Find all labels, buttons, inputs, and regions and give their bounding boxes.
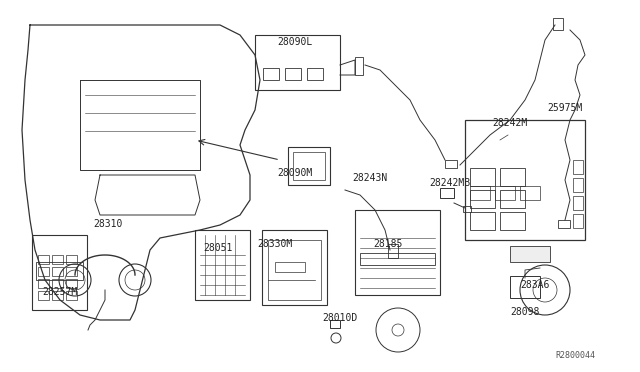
Text: 28330M: 28330M — [257, 239, 292, 249]
Bar — [38, 279, 49, 288]
Text: 28242M: 28242M — [492, 118, 527, 128]
Bar — [470, 190, 495, 208]
Bar — [52, 291, 63, 300]
Bar — [307, 68, 323, 80]
Bar — [52, 267, 63, 276]
Bar — [440, 188, 454, 198]
Bar — [470, 186, 490, 200]
Bar — [262, 230, 327, 305]
Bar — [275, 262, 305, 272]
Bar — [465, 120, 585, 240]
Bar — [195, 230, 250, 300]
Bar — [388, 244, 398, 258]
Text: 28090M: 28090M — [277, 168, 312, 178]
Text: 28242MB: 28242MB — [429, 178, 470, 188]
Bar — [38, 255, 49, 264]
Bar — [510, 246, 550, 262]
Bar — [463, 206, 471, 212]
Bar — [38, 291, 49, 300]
Bar — [573, 178, 583, 192]
Bar — [520, 186, 540, 200]
Bar — [470, 212, 495, 230]
Bar — [268, 240, 321, 300]
Bar — [52, 255, 63, 264]
Text: 28010D: 28010D — [323, 313, 358, 323]
Bar — [355, 57, 363, 75]
Bar — [66, 255, 77, 264]
Bar — [360, 253, 435, 265]
Text: R2800044: R2800044 — [555, 350, 595, 359]
Text: 28051: 28051 — [204, 243, 233, 253]
Bar — [500, 168, 525, 186]
Bar — [285, 68, 301, 80]
Bar — [330, 320, 340, 328]
Text: 25975M: 25975M — [547, 103, 582, 113]
Bar — [573, 214, 583, 228]
Bar — [495, 186, 515, 200]
Bar — [293, 152, 325, 180]
Text: 28257M: 28257M — [42, 287, 77, 297]
Bar — [66, 279, 77, 288]
Bar — [573, 196, 583, 210]
Bar — [573, 160, 583, 174]
Text: 283A6: 283A6 — [520, 280, 550, 290]
Bar — [66, 267, 77, 276]
Bar — [32, 235, 87, 310]
Bar — [66, 291, 77, 300]
Text: 28310: 28310 — [93, 219, 123, 229]
Bar — [288, 147, 330, 185]
Text: 28090L: 28090L — [277, 37, 312, 47]
Bar — [36, 262, 83, 280]
Bar — [445, 160, 457, 168]
Bar — [470, 168, 495, 186]
Text: 28185: 28185 — [373, 239, 403, 249]
Bar — [263, 68, 279, 80]
Bar — [553, 18, 563, 30]
Text: 28243N: 28243N — [353, 173, 388, 183]
Bar — [500, 190, 525, 208]
Bar — [500, 212, 525, 230]
Text: 28098: 28098 — [510, 307, 540, 317]
Bar — [52, 279, 63, 288]
Bar — [510, 276, 540, 298]
Bar — [38, 267, 49, 276]
Bar — [255, 35, 340, 90]
Bar — [355, 210, 440, 295]
Bar — [558, 220, 570, 228]
